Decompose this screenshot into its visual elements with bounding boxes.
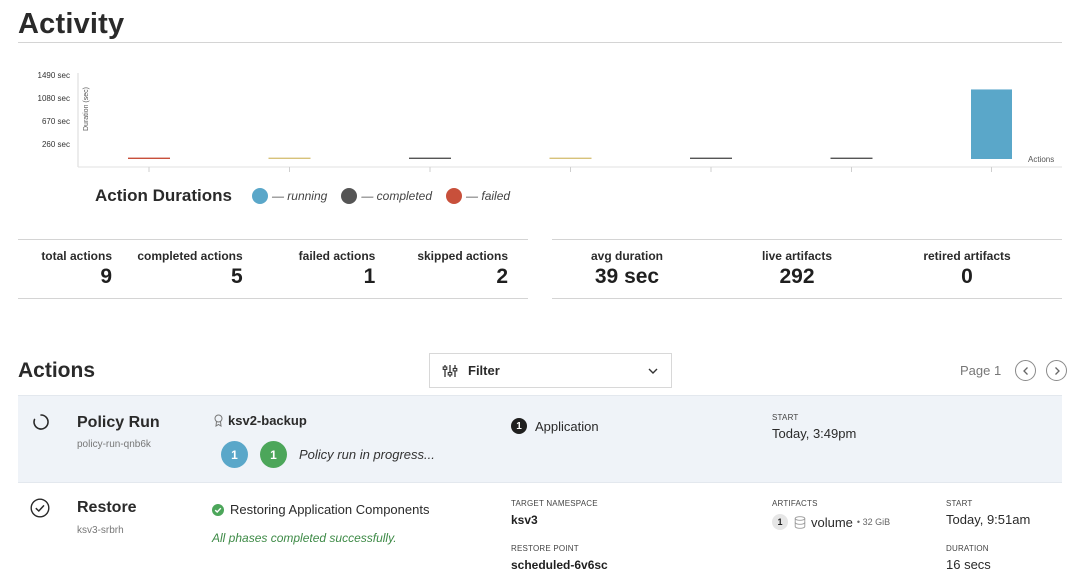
stat-label: total actions: [41, 249, 112, 263]
action-stats: total actions 9 completed actions 5 fail…: [18, 239, 528, 299]
bar-failed: [128, 157, 170, 159]
action-durations-chart: Duration (sec) 1490 sec 1080 sec 670 sec 26…: [38, 71, 1062, 172]
bar-completed: [830, 157, 873, 159]
chart-legend: Action Durations — running — completed —…: [95, 185, 524, 207]
stat-value: 0: [961, 265, 973, 288]
status-text: Policy run in progress...: [299, 447, 435, 462]
target-namespace-label: TARGET NAMESPACE: [511, 499, 598, 508]
duration-value: 16 secs: [946, 557, 991, 572]
start-label: START: [946, 499, 973, 508]
duration-label: DURATION: [946, 544, 989, 553]
chevron-right-icon: [1054, 366, 1060, 375]
target-namespace-value: ksv3: [511, 513, 538, 527]
ribbon-icon: [214, 414, 223, 427]
artifact-count-badge: 1: [772, 514, 788, 530]
stat-avg-duration: avg duration 39 sec: [552, 240, 722, 298]
artifact-size: • 32 GiB: [856, 517, 891, 527]
action-id: policy-run-qnb6k: [77, 439, 151, 450]
artifacts-label: ARTIFACTS: [772, 499, 818, 508]
x-axis-label: Actions: [1028, 155, 1054, 164]
action-id: ksv3-srbrh: [77, 525, 124, 536]
legend-label: — running: [271, 189, 328, 203]
start-label: START: [772, 413, 799, 422]
stat-value: 39 sec: [594, 265, 660, 288]
stat-value: 292: [779, 265, 815, 288]
status-label: Restoring Application Components: [230, 502, 430, 517]
actions-title: Actions: [18, 359, 96, 382]
stat-label: completed actions: [137, 249, 243, 263]
stat-label: skipped actions: [417, 249, 509, 263]
stat-label: failed actions: [298, 249, 376, 263]
sliders-icon: [442, 364, 458, 377]
legend-label: — failed: [466, 189, 511, 203]
stat-value: 2: [496, 265, 509, 288]
restore-point-value: scheduled-6v6sc: [511, 558, 608, 572]
legend-item-running: — running: [251, 188, 328, 204]
action-type: Policy Run: [77, 414, 160, 431]
subject-label: Application: [535, 418, 599, 434]
subject-count-badge: 1: [511, 418, 527, 434]
y-tick-label: 1080 sec: [38, 94, 70, 103]
legend-item-failed: — failed: [446, 188, 510, 204]
check-circle-icon: [30, 498, 50, 518]
bar-completed: [690, 157, 732, 159]
restore-point-label: RESTORE POINT: [511, 544, 579, 553]
bar-skipped: [268, 157, 311, 159]
bar-skipped: [549, 157, 592, 159]
stat-label: retired artifacts: [923, 249, 1011, 263]
success-check-icon: [212, 503, 224, 516]
previous-page-button[interactable]: [1015, 360, 1037, 381]
stat-value: 9: [100, 265, 112, 288]
stat-total-actions: total actions 9: [18, 240, 130, 298]
page-title: Activity: [18, 8, 125, 40]
y-tick-label: 1490 sec: [38, 71, 70, 80]
stat-label: live artifacts: [761, 249, 833, 263]
pagination: Page 1: [960, 360, 1068, 381]
artifact-stats: avg duration 39 sec live artifacts 292 r…: [552, 239, 1062, 299]
subject: 1 Application: [511, 418, 599, 434]
stat-live-artifacts: live artifacts 292: [722, 240, 892, 298]
spinner-icon: [33, 414, 49, 430]
phases-status: All phases completed successfully.: [212, 531, 397, 545]
filter-label: Filter: [468, 363, 500, 378]
policy-name: ksv2-backup: [228, 413, 307, 428]
chevron-left-icon: [1022, 366, 1028, 375]
bar-completed: [409, 157, 451, 159]
bar-running: [971, 89, 1012, 159]
failed-dot-icon: [446, 188, 463, 204]
legend-item-completed: — completed: [341, 188, 432, 204]
stat-retired-artifacts: retired artifacts 0: [892, 240, 1062, 298]
action-type: Restore: [77, 499, 137, 516]
artifact-item[interactable]: 1 volume • 32 GiB: [772, 514, 890, 530]
artifact-name: volume: [811, 514, 853, 530]
y-axis-label: Duration (sec): [83, 87, 90, 131]
policy-link[interactable]: ksv2-backup: [213, 413, 307, 428]
stat-value: 1: [363, 265, 376, 288]
completed-count-badge: 1: [260, 441, 287, 468]
legend-label: — completed: [361, 189, 433, 203]
running-dot-icon: [251, 188, 268, 204]
action-row-restore[interactable]: Restore ksv3-srbrh Restoring Application…: [18, 484, 1062, 587]
page-indicator: Page 1: [960, 363, 1002, 378]
filter-dropdown[interactable]: Filter: [429, 353, 672, 388]
next-page-button[interactable]: [1046, 360, 1068, 381]
chevron-down-icon: [648, 368, 658, 374]
restore-status: Restoring Application Components: [212, 502, 429, 517]
y-tick-label: 670 sec: [42, 117, 70, 126]
database-icon: [794, 515, 806, 529]
stat-value: 5: [230, 265, 243, 288]
stat-skipped-actions: skipped actions 2: [395, 240, 528, 298]
legend-title: Action Durations: [95, 186, 232, 205]
start-value: Today, 9:51am: [946, 512, 1031, 527]
stat-label: avg duration: [590, 249, 663, 263]
stat-failed-actions: failed actions 1: [263, 240, 396, 298]
y-tick-label: 260 sec: [42, 140, 70, 149]
title-divider: [18, 42, 1062, 43]
stat-completed-actions: completed actions 5: [130, 240, 263, 298]
start-value: Today, 3:49pm: [772, 426, 857, 441]
running-count-badge: 1: [221, 441, 248, 468]
action-row-policy-run[interactable]: Policy Run policy-run-qnb6k ksv2-backup …: [18, 395, 1062, 483]
completed-dot-icon: [341, 188, 358, 204]
